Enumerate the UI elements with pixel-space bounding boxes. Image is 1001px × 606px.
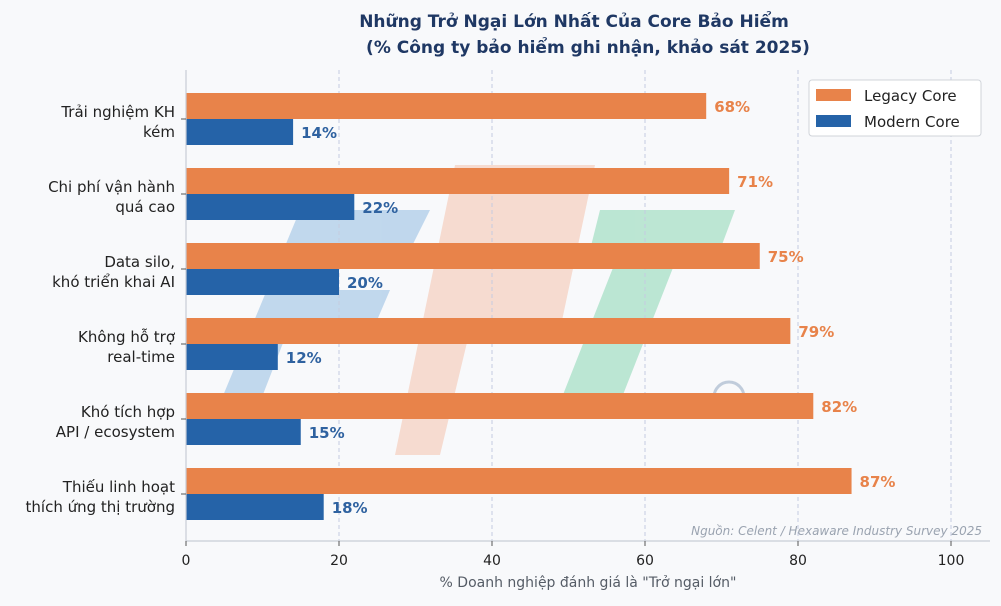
bars: 68% 14% 71% 22% 75% 20% 79% 12% 82% 15% 87% 18% xyxy=(186,93,895,520)
bar-legacy xyxy=(186,93,707,119)
legend-swatch-legacy xyxy=(816,89,851,101)
y-tick-label: quá cao xyxy=(115,198,175,216)
bar-modern xyxy=(186,344,278,370)
y-tick-label: Data silo, xyxy=(104,253,175,271)
data-label: 82% xyxy=(821,398,857,416)
x-tick-label: 40 xyxy=(483,553,501,569)
bar-modern xyxy=(186,494,324,520)
y-tick-label: thích ứng thị trường xyxy=(26,498,175,516)
bar-modern xyxy=(186,419,301,445)
legend-label-legacy: Legacy Core xyxy=(864,87,957,105)
x-tick-label: 20 xyxy=(330,553,348,569)
y-tick-label: kém xyxy=(143,123,175,141)
chart-subtitle: (% Công ty bảo hiểm ghi nhận, khảo sát 2… xyxy=(366,36,810,58)
x-tick-label: 100 xyxy=(938,553,965,569)
data-label: 75% xyxy=(768,248,804,266)
data-label: 68% xyxy=(714,98,750,116)
bar-modern xyxy=(186,269,339,295)
data-label: 71% xyxy=(737,173,773,191)
bar-modern xyxy=(186,194,355,220)
chart-title: Những Trở Ngại Lớn Nhất Của Core Bảo Hiể… xyxy=(359,10,789,32)
data-label: 15% xyxy=(309,424,345,442)
bar-legacy xyxy=(186,168,730,194)
data-label: 12% xyxy=(286,349,322,367)
legend: Legacy Core Modern Core xyxy=(808,79,982,137)
x-axis-label: % Doanh nghiệp đánh giá là "Trở ngại lớn… xyxy=(440,575,737,591)
y-tick-label: Trải nghiệm KH xyxy=(60,103,175,121)
x-tick-label: 0 xyxy=(182,553,191,569)
y-tick-label: Khó tích hợp xyxy=(81,403,175,421)
legend-box xyxy=(808,79,982,137)
data-label: 14% xyxy=(301,124,337,142)
y-tick-label: API / ecosystem xyxy=(56,423,175,441)
legend-swatch-modern xyxy=(816,115,851,127)
data-label: 22% xyxy=(362,199,398,217)
y-tick-label: khó triển khai AI xyxy=(52,273,175,291)
grid-lines xyxy=(338,70,952,541)
y-tick-label: Thiếu linh hoạt xyxy=(62,478,175,496)
y-tick-label: Không hỗ trợ xyxy=(78,328,176,346)
data-label: 87% xyxy=(860,473,896,491)
source-note: Nguồn: Celent / Hexaware Industry Survey… xyxy=(691,524,982,538)
bar-modern xyxy=(186,119,294,145)
data-label: 79% xyxy=(798,323,834,341)
axes: 0 20 40 60 80 100 Trải nghiệm KH kém Chi phí vận… xyxy=(26,70,990,569)
data-label: 20% xyxy=(347,274,383,292)
x-tick-label: 60 xyxy=(636,553,654,569)
bar-legacy xyxy=(186,393,814,419)
x-tick-label: 80 xyxy=(789,553,807,569)
bar-legacy xyxy=(186,243,760,269)
bar-legacy xyxy=(186,318,791,344)
y-tick-label: Chi phí vận hành xyxy=(48,178,175,196)
bar-legacy xyxy=(186,468,852,494)
legend-label-modern: Modern Core xyxy=(864,113,960,131)
data-label: 18% xyxy=(332,499,368,517)
y-tick-label: real-time xyxy=(107,348,175,366)
